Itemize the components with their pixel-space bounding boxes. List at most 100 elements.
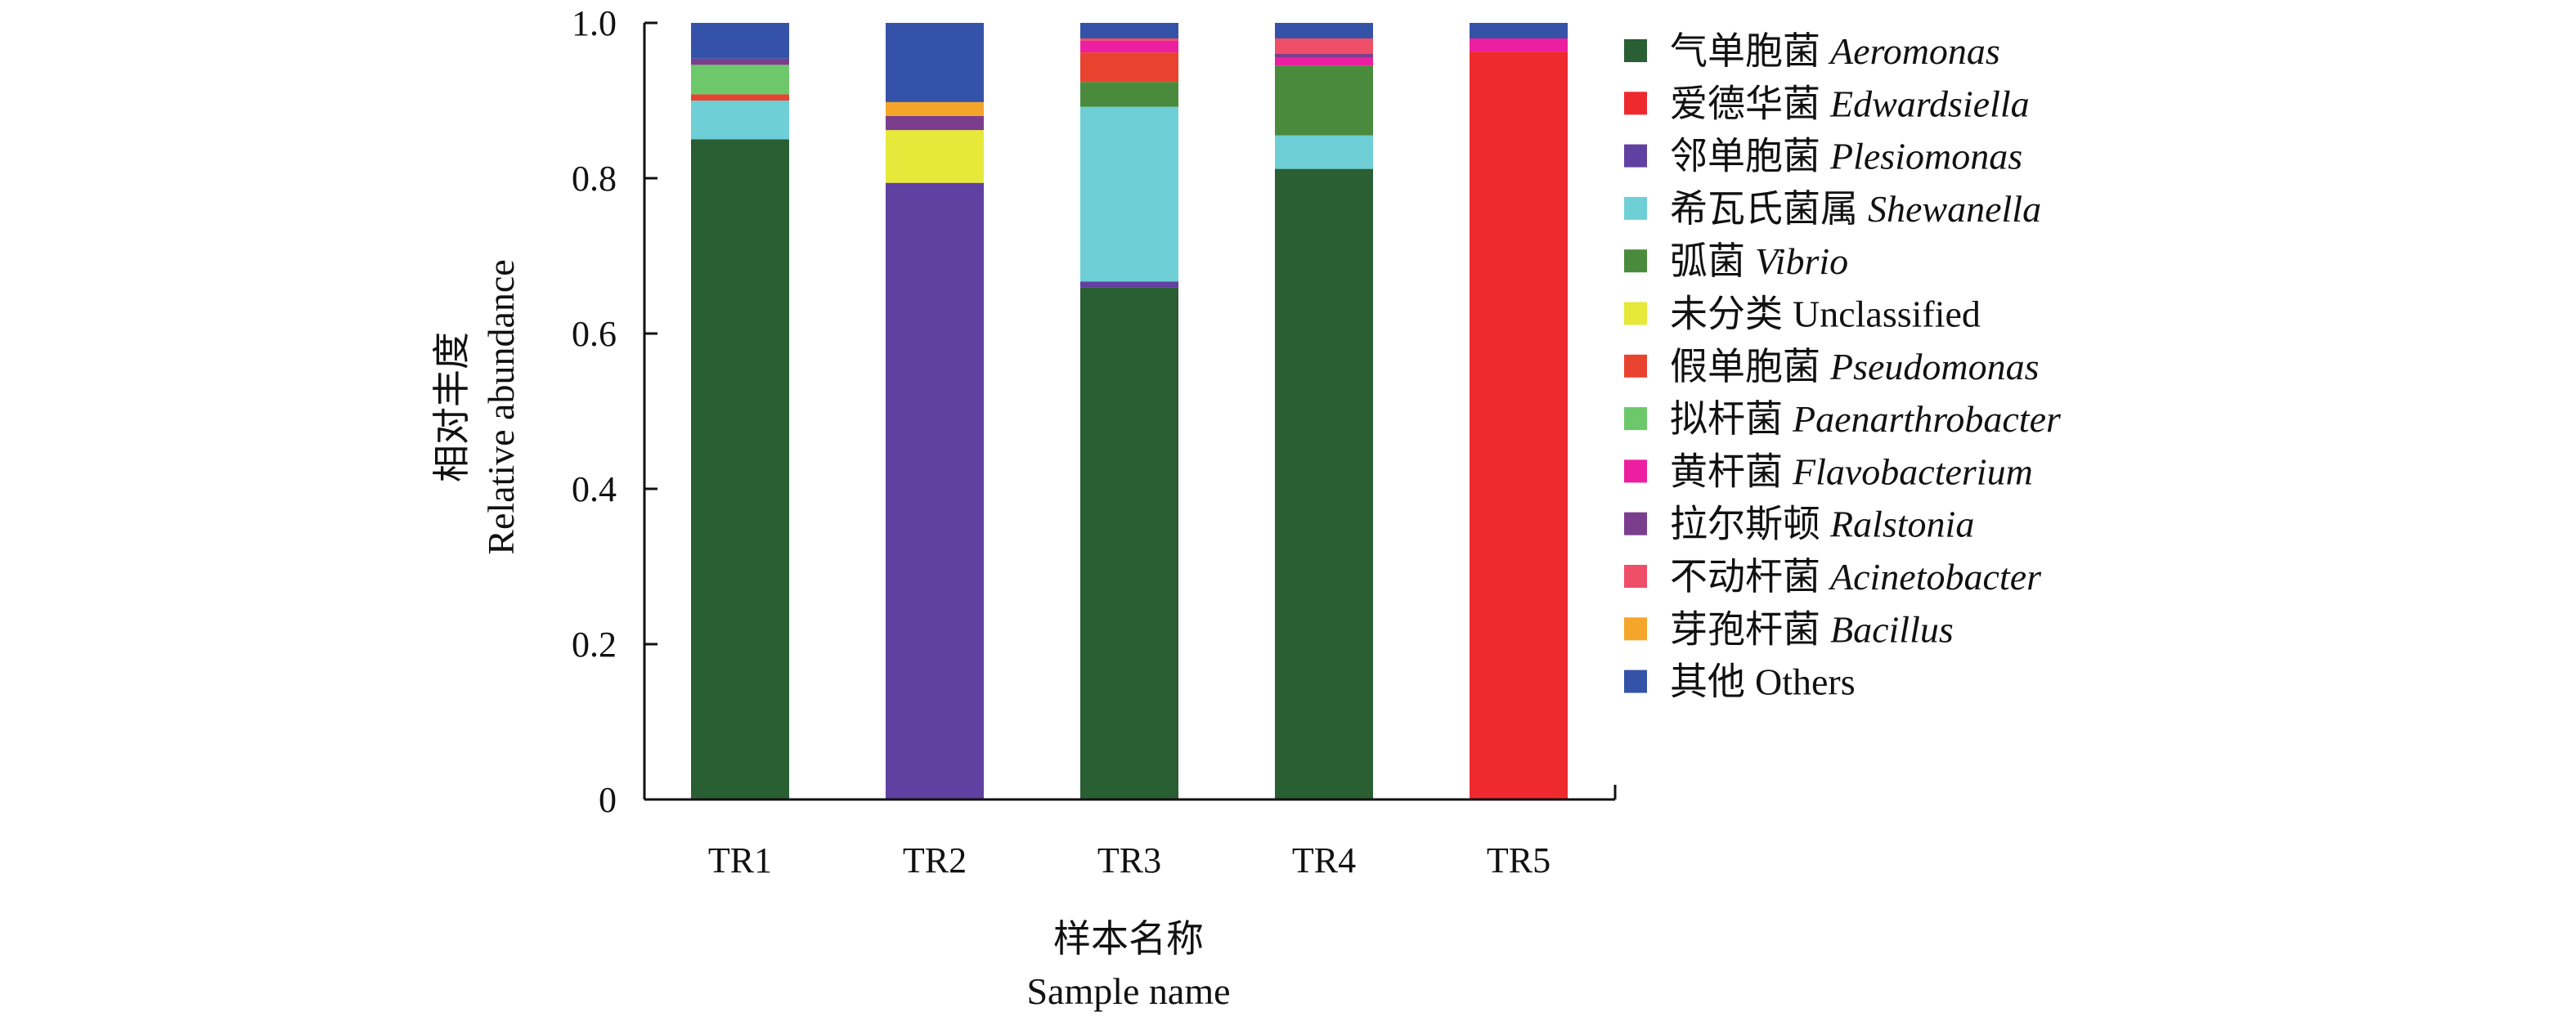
bar-segment-tr2-unclassified: [886, 130, 984, 183]
legend-label-cn: 黄杆菌: [1670, 449, 1783, 493]
legend-swatch: [1624, 92, 1647, 115]
bar-segment-tr1-paenarthrobacter: [691, 65, 789, 95]
legend: 气单胞菌 Aeromonas 爱德华菌 Edwardsiella 邻单胞菌 Plesiom…: [1624, 29, 2062, 704]
y-axis-title-cn: 相对丰度: [429, 332, 473, 482]
legend-item-flavobacterium: 黄杆菌 Flavobacterium: [1624, 449, 2033, 493]
legend-label: 芽孢杆菌 Bacillus: [1670, 607, 1954, 651]
bar-segment-tr4-vibrio: [1275, 65, 1373, 136]
bar-segment-tr3-shewanella: [1080, 106, 1178, 282]
bar-segment-tr5-flavobacterium: [1470, 38, 1568, 52]
y-ticks: 0 0.2 0.4 0.6 0.8 1.0: [572, 3, 657, 820]
legend-item-vibrio: 弧菌 Vibrio: [1624, 239, 1848, 283]
legend-item-bacillus: 芽孢杆菌 Bacillus: [1624, 607, 1954, 651]
legend-item-paenarthrobacter: 拟杆菌 Paenarthrobacter: [1624, 396, 2062, 441]
x-ticks: TR1 TR2 TR3 TR4 TR5: [708, 840, 1551, 880]
x-axis-title-en: Sample name: [1026, 970, 1230, 1012]
legend-label: 拟杆菌 Paenarthrobacter: [1670, 396, 2062, 441]
legend-label: 希瓦氏菌属 Shewanella: [1670, 186, 2041, 231]
legend-item-unclassified: 未分类 Unclassified: [1624, 292, 1981, 336]
legend-label-latin: Pseudomonas: [1829, 346, 2040, 387]
x-tick-label-tr1: TR1: [708, 840, 772, 880]
bar-segment-tr2-plesiomonas: [886, 182, 984, 799]
y-tick-label: 0: [599, 780, 617, 820]
legend-label: 假单胞菌 Pseudomonas: [1670, 344, 2040, 388]
legend-swatch: [1624, 39, 1647, 62]
legend-swatch: [1624, 249, 1647, 273]
legend-label-latin: Others: [1755, 661, 1856, 703]
bar-segment-tr4-flavobacterium: [1275, 57, 1373, 66]
legend-label: 爱德华菌 Edwardsiella: [1670, 81, 2030, 125]
legend-swatch: [1624, 354, 1647, 378]
bar-segment-tr5-others: [1470, 23, 1568, 38]
legend-label-latin: Flavobacterium: [1792, 450, 2033, 492]
bar-segment-tr3-pseudomonas: [1080, 52, 1178, 83]
legend-label-latin: Vibrio: [1755, 240, 1848, 282]
legend-item-pseudomonas: 假单胞菌 Pseudomonas: [1624, 344, 2040, 388]
bar-segment-tr3-flavobacterium: [1080, 40, 1178, 53]
y-tick-label: 0.6: [572, 314, 617, 354]
legend-swatch: [1624, 144, 1647, 168]
legend-label-latin: Aeromonas: [1828, 30, 2000, 72]
legend-label: 其他 Others: [1670, 660, 1856, 704]
legend-label: 拉尔斯顿 Ralstonia: [1670, 502, 1974, 546]
legend-item-aeromonas: 气单胞菌 Aeromonas: [1624, 29, 2000, 73]
y-tick-label: 0.8: [572, 159, 617, 199]
legend-label-latin: Unclassified: [1793, 293, 1981, 335]
legend-label-cn: 其他: [1670, 660, 1745, 704]
legend-label-latin: Plesiomonas: [1829, 136, 2022, 177]
y-tick-label: 1.0: [572, 3, 617, 43]
legend-label: 弧菌 Vibrio: [1670, 239, 1848, 283]
bar-segment-tr1-pseudomonas: [691, 94, 789, 101]
bars-layer: [691, 23, 1568, 800]
x-tick-label-tr4: TR4: [1292, 840, 1356, 880]
legend-label-latin: Acinetobacter: [1828, 556, 2042, 598]
x-tick-label-tr3: TR3: [1097, 840, 1161, 880]
bar-segment-tr4-ralstonia: [1275, 54, 1373, 58]
legend-label-latin: Shewanella: [1868, 188, 2041, 230]
bar-segment-tr4-others: [1275, 23, 1373, 38]
x-tick-label-tr2: TR2: [903, 840, 967, 880]
axes-layer: [643, 23, 1617, 801]
x-axis-title-cn: 样本名称: [1053, 916, 1204, 961]
bar-segment-tr2-bacillus: [886, 101, 984, 116]
bar-segment-tr1-aeromonas: [691, 139, 789, 799]
legend-label-cn: 拟杆菌: [1670, 396, 1783, 441]
legend-swatch: [1624, 617, 1647, 641]
legend-label-latin: Bacillus: [1830, 608, 1954, 650]
bar-segment-tr3-others: [1080, 23, 1178, 38]
x-tick-label-tr5: TR5: [1487, 840, 1551, 880]
x-axis-title: 样本名称 Sample name: [1026, 916, 1230, 1012]
legend-label-cn: 未分类: [1670, 292, 1783, 336]
bar-segment-tr1-others: [691, 23, 789, 59]
bar-segment-tr4-acinetobacter: [1275, 38, 1373, 54]
legend-swatch: [1624, 302, 1647, 325]
bar-segment-tr3-vibrio: [1080, 82, 1178, 107]
bar-segment-tr1-shewanella: [691, 101, 789, 140]
y-axis-title-en: Relative abundance: [480, 259, 522, 554]
legend-item-shewanella: 希瓦氏菌属 Shewanella: [1624, 186, 2041, 231]
legend-item-plesiomonas: 邻单胞菌 Plesiomonas: [1624, 134, 2022, 178]
legend-swatch: [1624, 196, 1647, 220]
bar-segment-tr3-plesiomonas: [1080, 281, 1178, 288]
legend-swatch: [1624, 565, 1647, 588]
legend-label-latin: Edwardsiella: [1829, 83, 2030, 124]
legend-label-latin: Paenarthrobacter: [1792, 398, 2062, 440]
bar-segment-tr2-ralstonia: [886, 116, 984, 131]
legend-label-cn: 拉尔斯顿: [1670, 502, 1820, 546]
legend-item-ralstonia: 拉尔斯顿 Ralstonia: [1624, 502, 1974, 546]
bar-segment-tr3-acinetobacter: [1080, 38, 1178, 41]
legend-label: 气单胞菌 Aeromonas: [1670, 29, 2000, 73]
bar-segment-tr4-aeromonas: [1275, 168, 1373, 800]
legend-label-cn: 气单胞菌: [1670, 29, 1820, 73]
legend-label-cn: 不动杆菌: [1670, 554, 1820, 598]
y-axis-title: 相对丰度 Relative abundance: [429, 259, 522, 554]
bar-segment-tr1-ralstonia: [691, 58, 789, 65]
legend-item-edwardsiella: 爱德华菌 Edwardsiella: [1624, 81, 2030, 125]
legend-swatch: [1624, 407, 1647, 431]
bar-segment-tr5-edwardsiella: [1470, 52, 1568, 800]
legend-label-cn: 弧菌: [1670, 239, 1745, 283]
legend-label: 邻单胞菌 Plesiomonas: [1670, 134, 2022, 178]
bar-segment-tr4-shewanella: [1275, 135, 1373, 169]
legend-swatch: [1624, 670, 1647, 693]
